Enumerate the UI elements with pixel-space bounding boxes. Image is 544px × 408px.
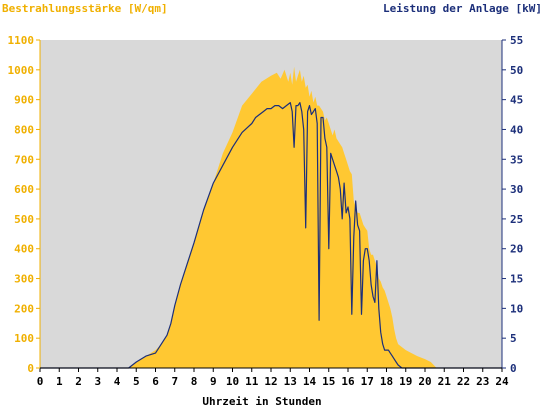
left-tick-label: 700 <box>14 153 34 166</box>
x-tick-label: 23 <box>476 375 489 388</box>
x-tick-label: 8 <box>191 375 198 388</box>
x-tick-label: 10 <box>226 375 239 388</box>
right-tick-label: 25 <box>510 213 523 226</box>
right-tick-label: 35 <box>510 153 523 166</box>
x-tick-label: 11 <box>245 375 259 388</box>
left-tick-label: 500 <box>14 213 34 226</box>
right-tick-label: 10 <box>510 302 523 315</box>
x-tick-label: 12 <box>264 375 277 388</box>
x-tick-label: 7 <box>171 375 178 388</box>
x-tick-label: 1 <box>56 375 63 388</box>
left-tick-label: 1000 <box>8 64 35 77</box>
right-tick-label: 0 <box>510 362 517 375</box>
x-tick-label: 24 <box>495 375 509 388</box>
x-tick-label: 20 <box>418 375 431 388</box>
right-tick-label: 15 <box>510 273 523 286</box>
left-tick-label: 600 <box>14 183 34 196</box>
right-tick-label: 40 <box>510 123 523 136</box>
x-tick-label: 4 <box>114 375 121 388</box>
left-tick-label: 100 <box>14 332 34 345</box>
right-tick-label: 45 <box>510 94 523 107</box>
x-tick-label: 17 <box>361 375 374 388</box>
x-tick-label: 16 <box>341 375 355 388</box>
x-tick-label: 19 <box>399 375 412 388</box>
irradiance-area-series <box>40 66 502 369</box>
left-tick-label: 1100 <box>8 34 35 47</box>
right-tick-label: 55 <box>510 34 523 47</box>
left-axis-title: Bestrahlungsstärke [W/qm] <box>2 2 168 15</box>
x-tick-label: 6 <box>152 375 159 388</box>
x-tick-label: 21 <box>438 375 452 388</box>
right-tick-label: 50 <box>510 64 523 77</box>
chart-marks <box>40 66 502 369</box>
x-tick-label: 2 <box>75 375 82 388</box>
x-tick-label: 0 <box>37 375 44 388</box>
right-tick-label: 30 <box>510 183 523 196</box>
right-axis-title: Leistung der Anlage [kW] <box>383 2 542 15</box>
x-tick-label: 15 <box>322 375 335 388</box>
left-tick-label: 300 <box>14 273 34 286</box>
right-tick-label: 20 <box>510 243 523 256</box>
x-tick-label: 5 <box>133 375 140 388</box>
right-tick-label: 5 <box>510 332 517 345</box>
power-line-series <box>40 102 502 369</box>
left-tick-label: 400 <box>14 243 34 256</box>
x-tick-label: 9 <box>210 375 217 388</box>
x-tick-label: 22 <box>457 375 470 388</box>
left-tick-label: 800 <box>14 123 34 136</box>
chart-axes: 0 1 2 3 4 5 6 7 8 9 10 11 12 13 14 15 16 17 18 19 20 21 22 23 24… <box>8 34 524 388</box>
x-tick-label: 18 <box>380 375 393 388</box>
x-axis-title: Uhrzeit in Stunden <box>202 395 321 408</box>
left-tick-label: 200 <box>14 302 34 315</box>
x-tick-label: 14 <box>303 375 317 388</box>
left-tick-label: 900 <box>14 94 34 107</box>
x-tick-label: 13 <box>284 375 297 388</box>
left-tick-label: 0 <box>27 362 34 375</box>
x-tick-label: 3 <box>94 375 101 388</box>
